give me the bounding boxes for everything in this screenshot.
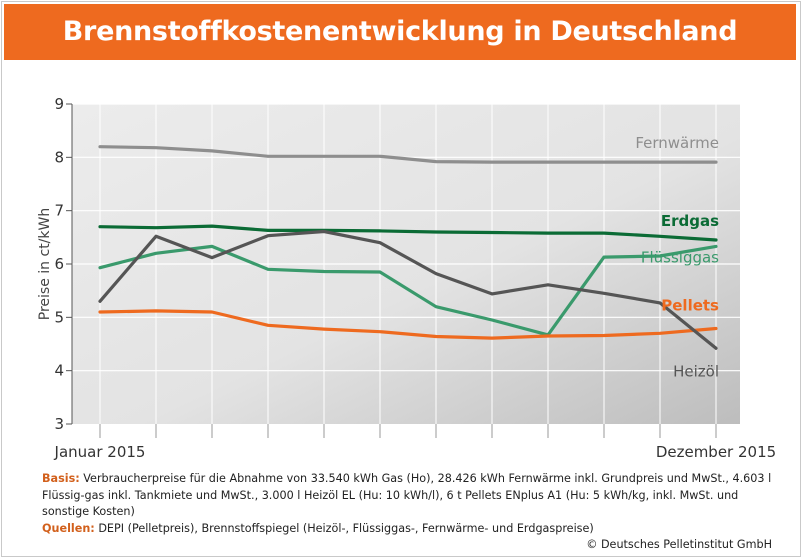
basis-text: Verbraucherpreise für die Abnahme von 33… [42, 472, 772, 518]
basis-label: Basis: [42, 472, 80, 485]
series-label-heizöl: Heizöl [673, 362, 719, 380]
copyright-text: © Deutsches Pelletinstitut GmbH [586, 538, 772, 551]
series-labels: Fernwärme Erdgas Flüssiggas Pellets Heizöl [635, 134, 719, 380]
footnote-basis: Basis: Verbraucherpreise für die Abnahme… [42, 471, 772, 521]
series-lines [98, 145, 718, 350]
y-tick-label: 8 [54, 148, 64, 166]
x-tick-label-start: Januar 2015 [54, 443, 146, 461]
line-chart: 3 4 5 6 7 8 9 Januar 2015 Dezember 2015 Fernwärm… [37, 95, 777, 461]
series-label-erdgas: Erdgas [661, 212, 719, 230]
title-banner: Brennstoffkostenentwicklung in Deutschla… [4, 4, 796, 60]
series-label-fernwärme: Fernwärme [635, 134, 719, 152]
series-label-pellets: Pellets [661, 297, 719, 315]
series-line-heizöl [98, 229, 718, 350]
series-line-erdgas [98, 224, 718, 242]
y-tick-label: 7 [54, 202, 64, 220]
y-tick-label: 4 [54, 362, 64, 380]
y-axis-title: Preise in ct/kWh [37, 208, 53, 320]
x-tick-label-end: Dezember 2015 [656, 443, 776, 461]
series-line-flüssiggas [98, 244, 718, 337]
y-tick-label: 5 [54, 308, 64, 326]
sources-label: Quellen: [42, 521, 95, 535]
chart-title: Brennstoffkostenentwicklung in Deutschla… [62, 16, 738, 47]
y-tick-label: 9 [54, 95, 64, 113]
series-line-fernwärme [98, 145, 718, 164]
y-tick-label: 3 [54, 415, 64, 433]
footnote: Basis: Verbraucherpreise für die Abnahme… [42, 471, 772, 554]
sources-text: DEPI (Pelletpreis), Brennstoffspiegel (H… [94, 521, 594, 535]
series-label-flüssiggas: Flüssiggas [641, 248, 719, 266]
y-tick-label: 6 [54, 255, 64, 273]
footnote-sources: Quellen: DEPI (Pelletpreis), Brennstoffs… [42, 521, 772, 552]
series-line-pellets [98, 309, 718, 340]
axes: 3 4 5 6 7 8 9 Januar 2015 Dezember 2015 [54, 95, 777, 461]
